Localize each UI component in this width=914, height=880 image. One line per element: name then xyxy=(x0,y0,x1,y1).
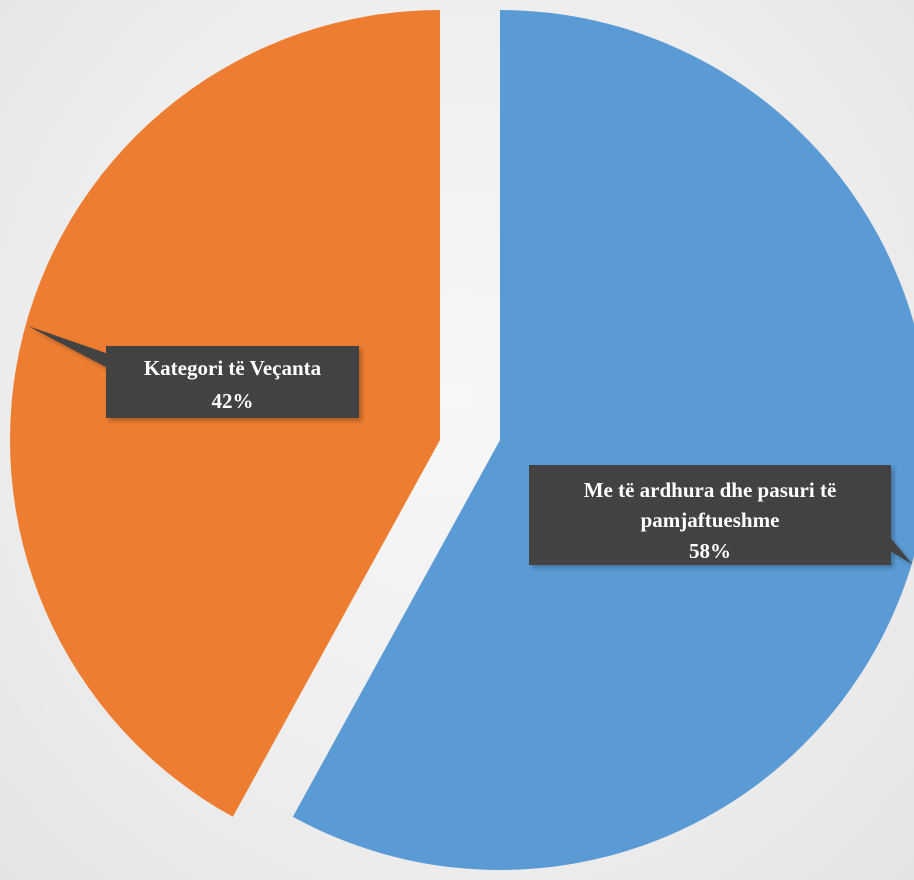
data-callout-2: Kategori të Veçanta 42% xyxy=(28,326,359,418)
callout-box xyxy=(529,465,891,565)
slice-label: Me të ardhura dhe pasuri të xyxy=(584,478,837,502)
callout-box xyxy=(106,346,359,418)
slice-label: pamjaftueshme xyxy=(641,508,780,532)
pie-slice-1 xyxy=(292,10,914,870)
slice-percent-label: 42% xyxy=(212,389,254,413)
slice-percent-label: 58% xyxy=(689,539,731,563)
slice-label: Kategori të Veçanta xyxy=(144,356,322,380)
data-callout-1: Me të ardhura dhe pasuri të pamjaftueshme… xyxy=(529,465,912,565)
